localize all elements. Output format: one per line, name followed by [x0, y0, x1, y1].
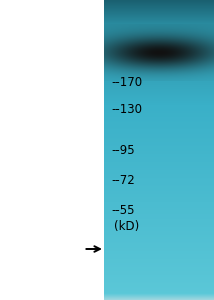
Text: --95: --95 — [111, 143, 135, 157]
Text: --72: --72 — [111, 173, 135, 187]
Text: (kD): (kD) — [114, 220, 140, 233]
Text: --55: --55 — [111, 203, 135, 217]
Text: --170: --170 — [111, 76, 142, 89]
Text: --130: --130 — [111, 103, 142, 116]
